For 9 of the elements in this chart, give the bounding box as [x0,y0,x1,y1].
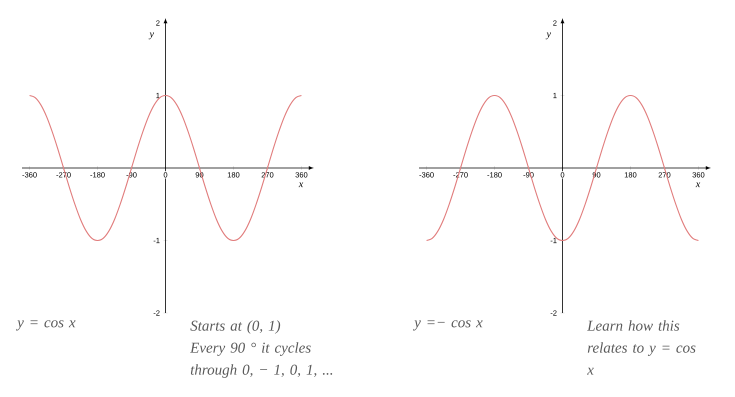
text: y = cos x [16,320,76,330]
text: Every 90 ° it cycles through 0, − 1, 0, 1, ... [190,342,332,378]
y-axis-title: y [148,32,154,40]
y-axis-title: y [546,32,551,40]
x-axis-title: x [696,182,700,188]
text: Starts at (0, 1) [190,320,280,334]
text: Learn how this relates to y = cos x [587,320,696,375]
x-axis-title: x [298,182,304,188]
text: y =− cos x [412,320,483,330]
